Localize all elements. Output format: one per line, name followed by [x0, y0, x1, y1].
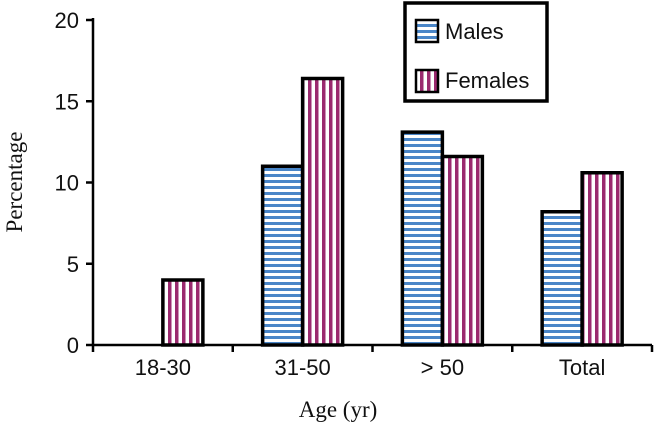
y-tick-label: 5	[67, 252, 79, 277]
x-tick-label: Total	[559, 355, 605, 380]
y-ticks: 0 5 10 15 20	[55, 8, 93, 358]
x-axis-title: Age (yr)	[299, 397, 378, 422]
y-axis-title: Percentage	[2, 132, 27, 233]
bar-females-1	[300, 76, 345, 347]
x-tick-label: 18-30	[135, 355, 191, 380]
legend-swatch-females	[414, 68, 440, 94]
x-tick-label: > 50	[421, 355, 464, 380]
bar-males-3	[540, 210, 584, 347]
legend-swatch-males	[414, 18, 440, 44]
bar-females-3	[580, 171, 624, 347]
y-tick-label: 15	[55, 89, 79, 114]
y-tick-label: 0	[67, 333, 79, 358]
x-ticks: 18-30 31-50 > 50 Total	[91, 345, 654, 380]
bar-females-0	[161, 278, 205, 347]
y-tick-label: 20	[55, 8, 79, 33]
bars-layer	[161, 76, 624, 347]
y-tick-label: 10	[55, 171, 79, 196]
legend: Males Females	[403, 1, 549, 103]
x-tick-label: 31-50	[274, 355, 330, 380]
legend-label-females: Females	[445, 68, 529, 93]
legend-label-males: Males	[445, 19, 504, 44]
bar-males-2	[400, 130, 445, 347]
bar-females-2	[440, 154, 485, 347]
bar-males-1	[260, 164, 305, 347]
